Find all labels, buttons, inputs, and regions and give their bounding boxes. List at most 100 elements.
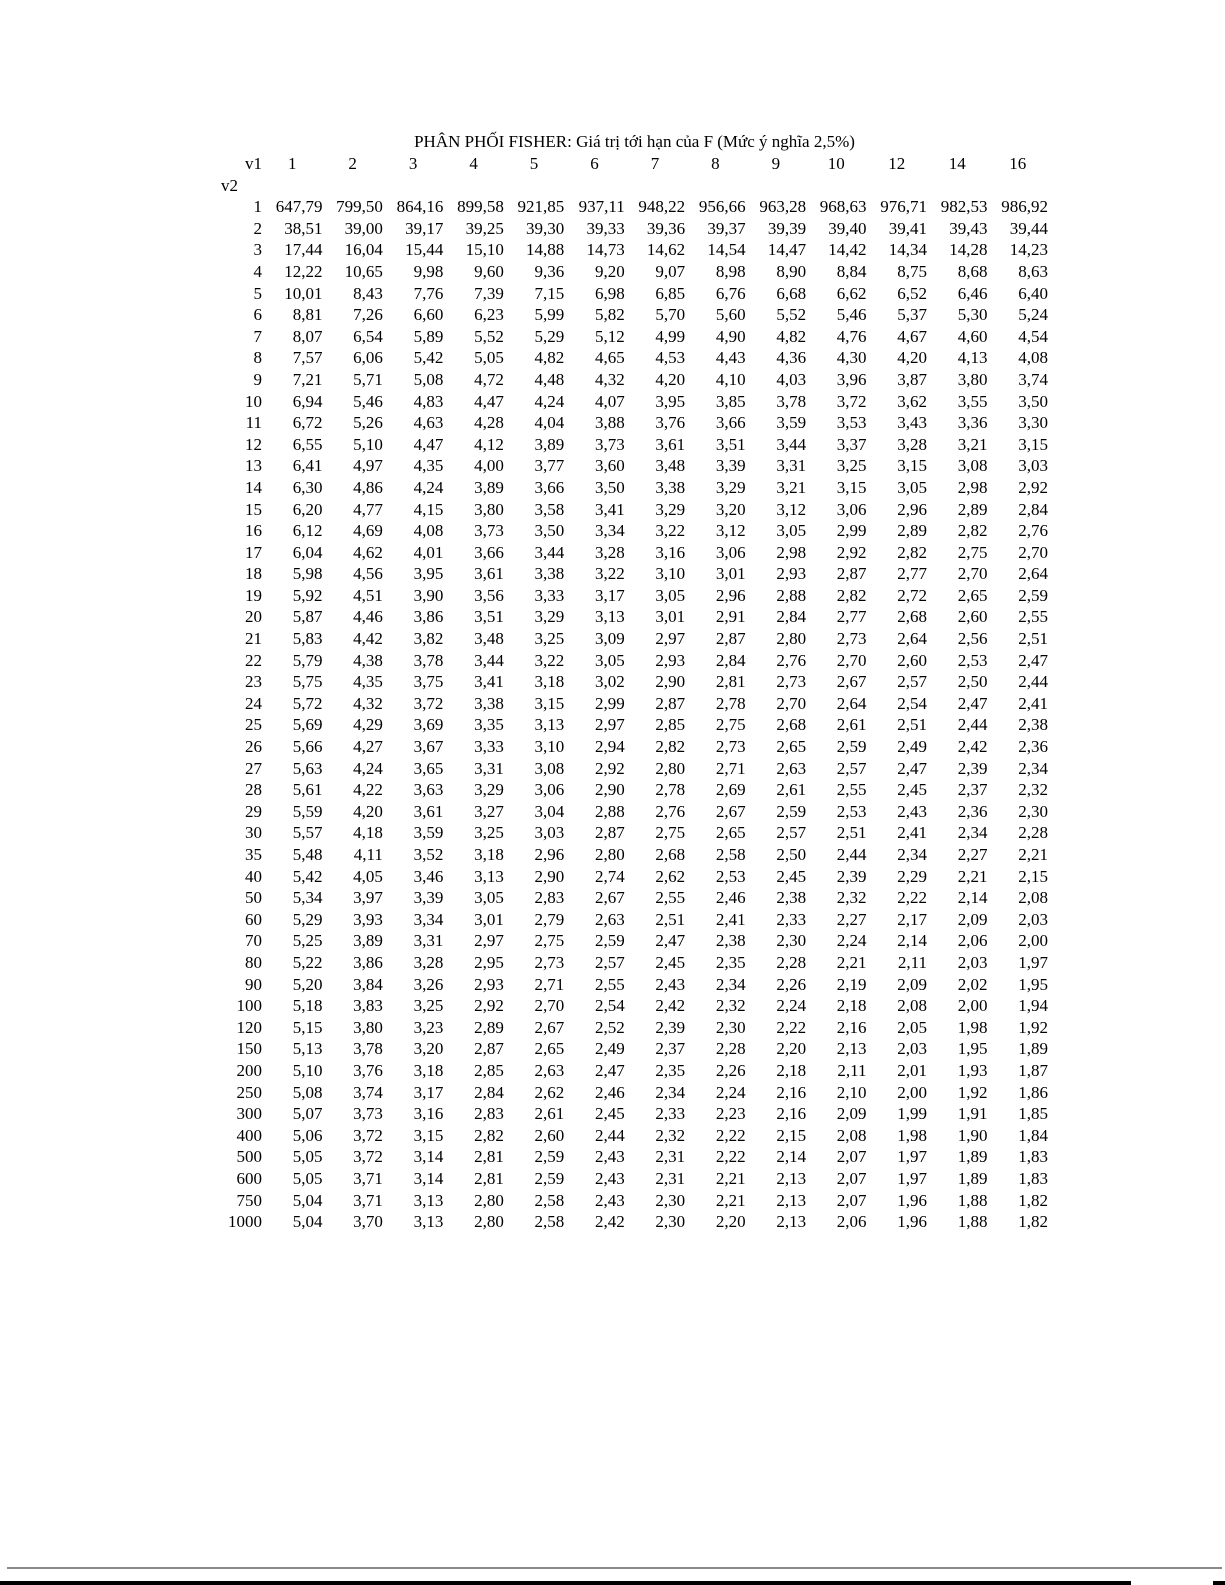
f-value-cell: 3,06 xyxy=(715,542,746,562)
f-value-cell: 7,15 xyxy=(534,283,565,303)
f-value-cell: 3,25 xyxy=(474,823,504,843)
f-value-cell: 2,81 xyxy=(474,1147,504,1167)
f-value-cell: 2,81 xyxy=(474,1168,504,1188)
table-row-v2-200: 200 5,10 3,76 3,18 2,85 2,63 2,47 2,35 2,26 2,18 2… xyxy=(221,1060,1049,1082)
horizontal-scrollbar-thumb[interactable] xyxy=(0,1581,1131,1585)
column-header-v1-10: 10 xyxy=(827,154,845,173)
f-value-cell: 3,03 xyxy=(534,823,565,843)
f-value-cell: 3,96 xyxy=(836,369,867,389)
f-value-cell: 3,27 xyxy=(474,801,504,821)
f-value-cell: 4,83 xyxy=(413,391,444,411)
f-value-cell: 2,27 xyxy=(957,845,988,864)
table-row-v2-7: 7 8,07 6,54 5,89 5,52 5,29 5,12 4,99 4,90 4,82 4,7… xyxy=(221,326,1049,348)
f-value-cell: 2,87 xyxy=(474,1039,504,1059)
f-value-cell: 2,36 xyxy=(1018,737,1048,757)
f-value-cell: 3,73 xyxy=(353,1104,383,1124)
f-value-cell: 2,38 xyxy=(1018,715,1048,735)
f-value-cell: 4,04 xyxy=(534,413,565,433)
f-value-cell: 1,88 xyxy=(957,1212,988,1232)
f-value-cell: 968,63 xyxy=(819,197,867,217)
f-value-cell: 1,91 xyxy=(957,1104,988,1124)
f-value-cell: 1,83 xyxy=(1018,1168,1048,1188)
header-spacer-cell xyxy=(987,175,1048,197)
f-value-cell: 6,68 xyxy=(776,283,807,303)
f-value-cell: 3,59 xyxy=(413,823,444,843)
f-value-cell: 4,53 xyxy=(655,348,686,368)
page-title: PHÂN PHỐI FISHER: Giá trị tới hạn của F … xyxy=(414,132,855,151)
f-value-cell: 2,74 xyxy=(594,866,625,886)
f-value-cell: 3,75 xyxy=(413,672,444,692)
f-value-cell: 1,97 xyxy=(1018,952,1048,972)
f-value-cell: 2,10 xyxy=(836,1082,867,1102)
f-value-cell: 1,99 xyxy=(897,1104,927,1124)
f-value-cell: 2,57 xyxy=(594,952,625,972)
f-value-cell: 3,15 xyxy=(1018,434,1048,454)
row-label-v2-17: 17 xyxy=(245,542,262,562)
f-value-cell: 4,97 xyxy=(353,456,383,476)
f-value-cell: 3,50 xyxy=(534,521,565,541)
f-value-cell: 5,29 xyxy=(292,909,323,929)
table-row-v2-750: 750 5,04 3,71 3,13 2,80 2,58 2,43 2,30 2,21 2,13 2… xyxy=(221,1190,1049,1212)
row-label-v2-750: 750 xyxy=(236,1190,263,1210)
f-value-cell: 2,59 xyxy=(836,737,867,757)
f-value-cell: 5,46 xyxy=(353,391,383,411)
f-value-cell: 6,46 xyxy=(957,283,988,303)
f-value-cell: 4,47 xyxy=(413,434,444,454)
f-value-cell: 2,45 xyxy=(776,866,807,886)
row-label-v2-29: 29 xyxy=(245,801,262,821)
table-row-v2-40: 40 5,42 4,05 3,46 3,13 2,90 2,74 2,62 2,53 2,45 2,… xyxy=(221,866,1048,888)
f-value-cell: 2,09 xyxy=(957,909,988,929)
f-value-cell: 3,31 xyxy=(776,456,807,476)
table-row-v2-60: 60 5,29 3,93 3,34 3,01 2,79 2,63 2,51 2,41 2,33 2,… xyxy=(221,909,1048,931)
f-value-cell: 3,58 xyxy=(534,499,565,519)
f-value-cell: 5,04 xyxy=(292,1212,323,1232)
f-value-cell: 3,20 xyxy=(715,499,746,519)
f-value-cell: 2,24 xyxy=(836,931,867,951)
f-value-cell: 39,40 xyxy=(828,218,867,238)
f-value-cell: 2,65 xyxy=(534,1039,565,1059)
table-row-v2-70: 70 5,25 3,89 3,31 2,97 2,75 2,59 2,47 2,38 2,30 2,… xyxy=(221,930,1048,952)
row-label-v2-24: 24 xyxy=(245,693,262,713)
f-value-cell: 5,98 xyxy=(292,564,323,584)
row-label-v2-20: 20 xyxy=(245,607,262,627)
f-value-cell: 2,60 xyxy=(534,1125,565,1145)
f-value-cell: 3,20 xyxy=(413,1039,444,1059)
f-value-cell: 3,50 xyxy=(1018,391,1048,411)
table-row-v2-6: 6 8,81 7,26 6,60 6,23 5,99 5,82 5,70 5,60 5,52 5,4… xyxy=(221,304,1049,326)
f-value-cell: 2,28 xyxy=(1018,823,1048,843)
f-value-cell: 2,11 xyxy=(897,952,927,972)
f-value-cell: 3,26 xyxy=(413,974,444,994)
f-value-cell: 2,43 xyxy=(655,974,686,994)
f-value-cell: 2,87 xyxy=(655,693,686,713)
f-value-cell: 2,33 xyxy=(655,1104,686,1124)
f-value-cell: 3,77 xyxy=(534,456,565,476)
f-value-cell: 6,52 xyxy=(897,283,927,303)
f-value-cell: 1,88 xyxy=(957,1190,988,1210)
table-row-v2-15: 15 6,20 4,77 4,15 3,80 3,58 3,41 3,29 3,20 3,12 3,… xyxy=(221,499,1048,521)
f-value-cell: 3,61 xyxy=(474,564,504,584)
row-label-v2-9: 9 xyxy=(253,369,263,389)
f-value-cell: 4,22 xyxy=(353,780,383,800)
f-value-cell: 3,61 xyxy=(413,801,444,821)
f-value-cell: 14,28 xyxy=(949,240,988,260)
f-value-cell: 1,95 xyxy=(957,1039,988,1059)
f-value-cell: 2,47 xyxy=(655,931,686,951)
f-value-cell: 5,82 xyxy=(594,305,625,325)
f-value-cell: 4,20 xyxy=(655,369,686,389)
f-value-cell: 1,96 xyxy=(897,1212,927,1232)
table-row-v2-500: 500 5,05 3,72 3,14 2,81 2,59 2,43 2,31 2,22 2,14 2… xyxy=(221,1146,1049,1168)
f-value-cell: 3,74 xyxy=(1018,369,1048,389)
f-value-cell: 2,28 xyxy=(776,952,807,972)
row-label-v2-22: 22 xyxy=(245,650,262,670)
scrollbar-corner[interactable] xyxy=(1213,1581,1225,1585)
f-value-cell: 2,68 xyxy=(655,845,686,864)
f-value-cell: 2,57 xyxy=(836,758,867,778)
f-value-cell: 5,15 xyxy=(292,1017,323,1037)
f-value-cell: 2,43 xyxy=(897,801,927,821)
f-value-cell: 14,47 xyxy=(767,240,807,260)
f-value-cell: 4,67 xyxy=(897,326,927,346)
row-label-v2-60: 60 xyxy=(245,909,262,929)
table-row-v2-22: 22 5,79 4,38 3,78 3,44 3,22 3,05 2,93 2,84 2,76 2,… xyxy=(221,650,1048,672)
f-value-cell: 2,51 xyxy=(655,909,686,929)
f-value-cell: 14,54 xyxy=(707,240,746,260)
